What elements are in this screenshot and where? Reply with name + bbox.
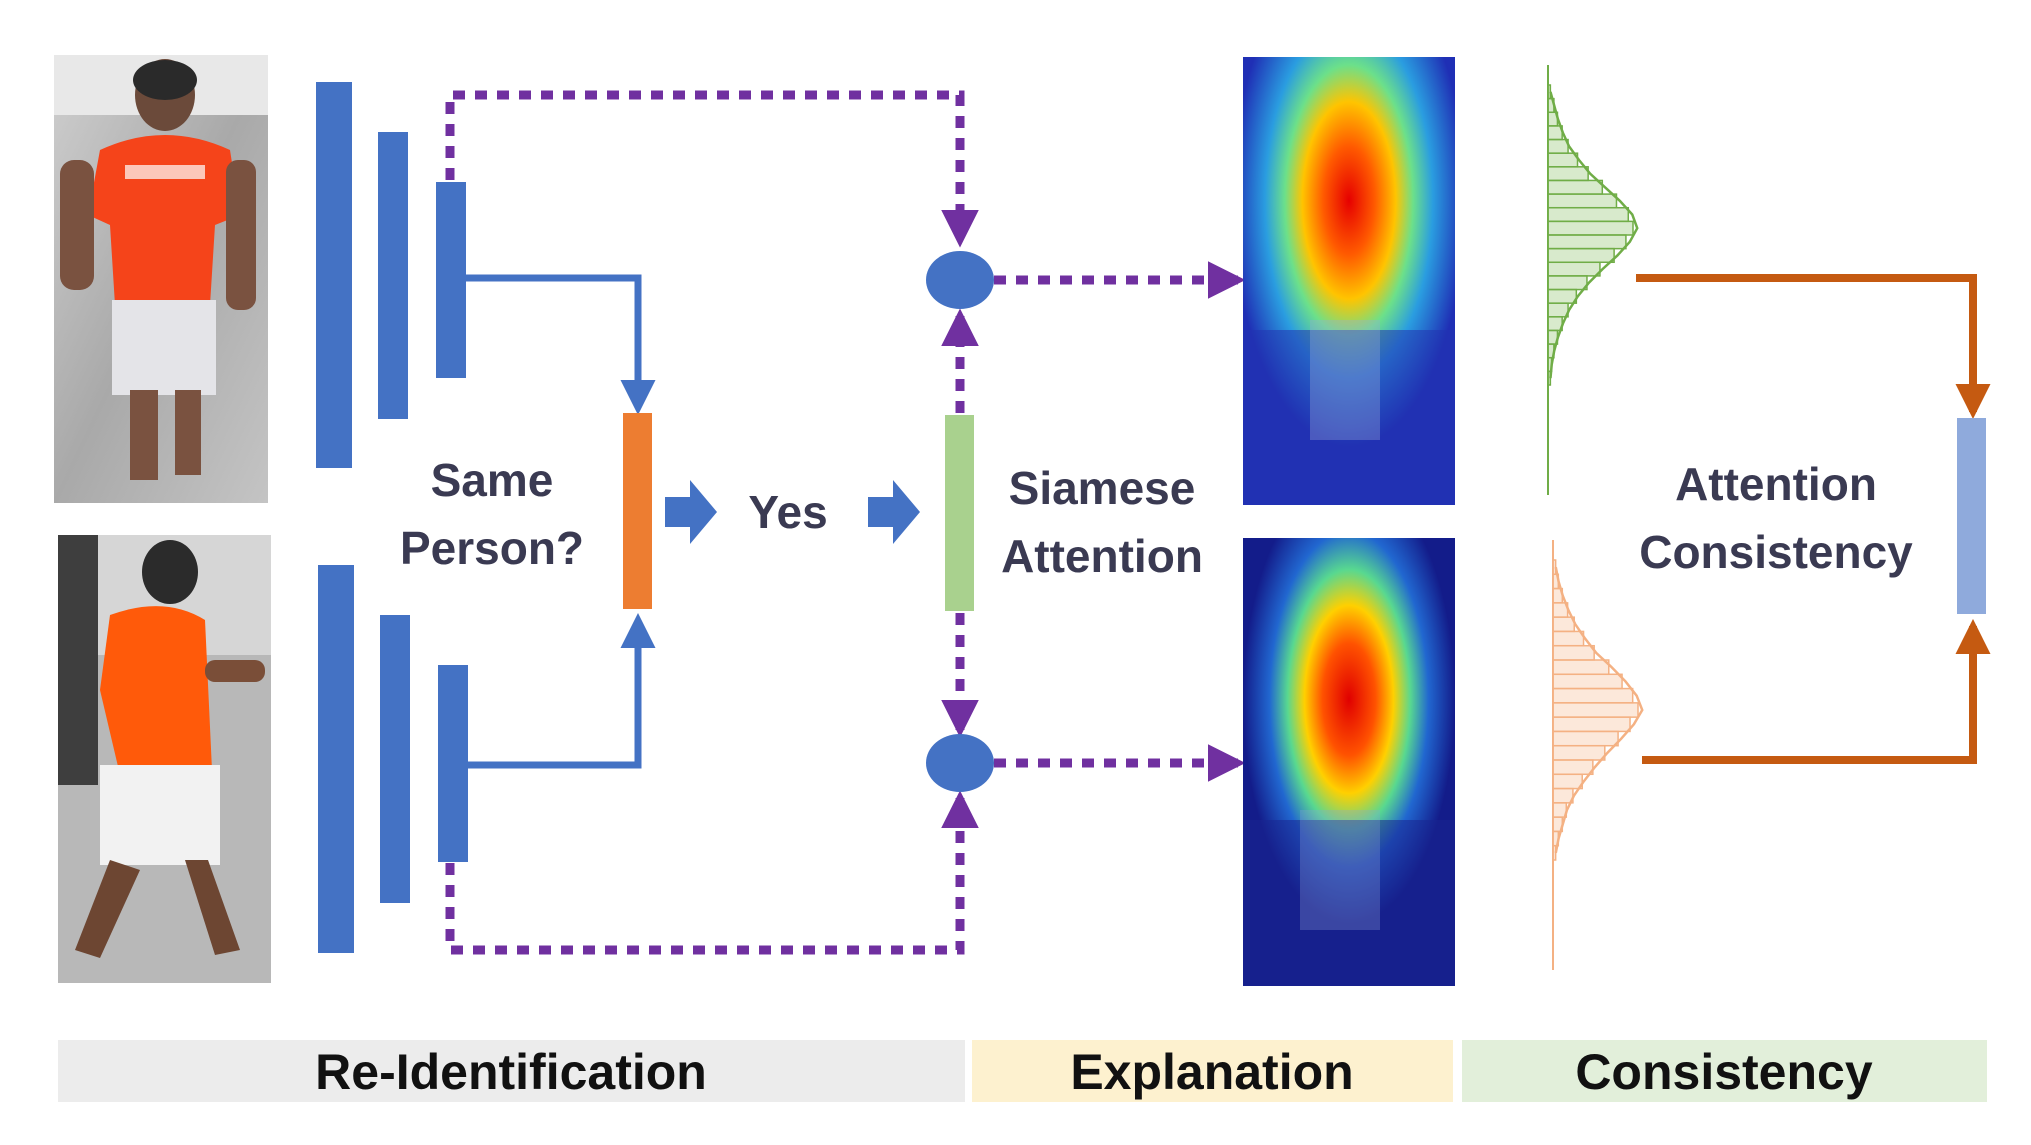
attention-node-top (926, 251, 994, 309)
label-attention-consistency-1: Attention (1675, 458, 1877, 510)
input-image-1 (54, 55, 268, 503)
histogram-bin (1552, 716, 1631, 733)
conv-layer-3 (438, 665, 468, 862)
histogram-bin (1547, 302, 1569, 318)
histogram-bin (1547, 166, 1589, 182)
feature-connector-top (466, 274, 656, 415)
histogram-bin (1552, 744, 1606, 761)
histogram-bin (1552, 659, 1610, 676)
band-reid-label: Re-Identification (315, 1044, 707, 1100)
band-reid (58, 1040, 965, 1102)
histogram-bin (1547, 370, 1552, 386)
histogram-curve (1549, 91, 1639, 379)
histogram-bin (1547, 220, 1634, 236)
histogram-bin (1552, 630, 1585, 647)
band-consistency-label: Consistency (1575, 1044, 1873, 1100)
histogram-bin (1552, 702, 1639, 718)
feature-connector-bottom (468, 613, 656, 769)
label-siamese-2: Attention (1001, 530, 1203, 582)
histogram-bin (1547, 234, 1627, 250)
histogram-bin (1547, 152, 1579, 168)
histogram-bin (1552, 759, 1594, 776)
band-explanation-label: Explanation (1070, 1044, 1353, 1100)
consistency-output-bar (1957, 418, 1986, 614)
attention-dotted-paths (445, 90, 1246, 955)
histogram-bin (1547, 138, 1569, 154)
histogram-curve (1554, 566, 1644, 854)
siamese-attention-bar (945, 415, 974, 611)
block-arrow-2 (868, 480, 920, 544)
histogram-bin (1547, 288, 1578, 304)
label-siamese-1: Siamese (1009, 462, 1196, 514)
consistency-arrow-top (1636, 274, 1991, 420)
conv-layer-1 (318, 565, 354, 953)
histogram-bin (1552, 687, 1634, 704)
label-attention-consistency-2: Consistency (1639, 526, 1913, 578)
label-same-person-2: Person? (400, 522, 584, 574)
histogram-bin (1547, 84, 1552, 100)
conv-layer-2 (378, 132, 408, 419)
histogram-top (1547, 65, 1639, 495)
histogram-bin (1547, 261, 1601, 277)
consistency-arrow-bottom (1642, 618, 1991, 764)
attention-node-bottom (926, 734, 994, 792)
band-consistency (1462, 1040, 1987, 1102)
input-image-2 (58, 535, 271, 983)
histogram-bin (1552, 787, 1574, 804)
histogram-bin (1552, 730, 1619, 747)
histogram-bin (1552, 644, 1595, 661)
label-same-person-1: Same (431, 454, 554, 506)
histogram-bottom (1552, 540, 1644, 970)
band-explanation (972, 1040, 1453, 1102)
histogram-bin (1547, 193, 1618, 209)
attention-heatmap-bottom (1243, 538, 1455, 986)
histogram-bin (1547, 247, 1615, 264)
histogram-bin (1552, 673, 1623, 690)
network-bottom (318, 565, 468, 953)
histogram-bin (1547, 275, 1588, 291)
histogram-bin (1552, 773, 1583, 790)
histogram-bin (1552, 616, 1575, 633)
histogram-bin (1552, 559, 1557, 576)
label-yes: Yes (748, 486, 827, 538)
block-arrow-1 (665, 480, 717, 544)
histogram-bin (1552, 844, 1557, 861)
histogram-bin (1547, 206, 1630, 223)
conv-layer-2 (380, 615, 410, 903)
fusion-bar (623, 413, 652, 609)
conv-layer-3 (436, 182, 466, 378)
network-top (316, 82, 466, 468)
conv-layer-1 (316, 82, 352, 468)
attention-heatmap-top (1243, 57, 1455, 505)
histogram-bin (1547, 179, 1604, 195)
